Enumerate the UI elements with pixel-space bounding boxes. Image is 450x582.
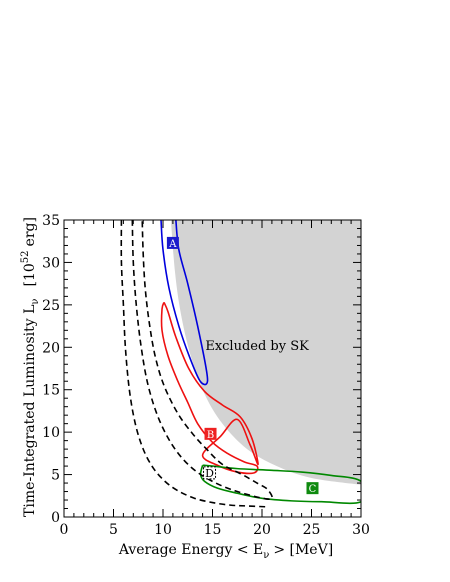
marker-b: B	[204, 427, 217, 441]
y-tick-label: 30	[42, 255, 60, 271]
tick-labels: 0 5 10 15 20 25 30 0 5 10 15 20 25 30 35	[42, 213, 370, 538]
contour-2	[160, 301, 259, 475]
x-tick-label: 20	[253, 522, 271, 538]
x-tick-label: 15	[204, 522, 222, 538]
contour-3	[199, 464, 361, 505]
x-tick-label: 25	[303, 522, 321, 538]
marker-label: D	[205, 467, 214, 480]
y-tick-label: 0	[51, 510, 60, 526]
excluded-region-layer	[170, 220, 361, 485]
marker-box	[306, 482, 319, 495]
contour-4	[131, 220, 273, 500]
y-tick-label: 35	[42, 213, 60, 229]
marker-label: C	[309, 484, 317, 495]
marker-label: A	[168, 239, 177, 250]
marker-layer: A B C D	[166, 236, 319, 495]
marker-label: B	[207, 430, 214, 441]
y-tick-label: 5	[51, 468, 60, 484]
marker-box	[204, 427, 217, 440]
x-tick-label: 30	[352, 522, 370, 538]
marker-c: C	[306, 482, 319, 495]
contour-1	[160, 220, 209, 386]
y-tick-label: 10	[42, 425, 60, 441]
contour-5	[120, 220, 267, 508]
x-tick-label: 5	[109, 522, 118, 538]
marker-box	[166, 236, 179, 249]
x-tick-label: 0	[60, 522, 69, 538]
y-tick-label: 20	[42, 340, 60, 356]
y-tick-label: 15	[42, 383, 60, 399]
excluded-region	[170, 220, 361, 485]
marker-box	[203, 466, 217, 480]
marker-d: D	[203, 466, 217, 480]
y-axis-title: Time-Integrated Luminosity Lν[1052erg]	[20, 217, 41, 517]
x-tick-label: 10	[154, 522, 172, 538]
axes	[63, 219, 362, 518]
marker-a: A	[166, 236, 179, 250]
contour-layer	[120, 220, 361, 508]
x-axis-title: Average Energy < Eν > [MeV]	[118, 542, 333, 561]
y-tick-label: 25	[42, 298, 60, 314]
excluded-region-label: Excluded by SK	[205, 339, 309, 354]
